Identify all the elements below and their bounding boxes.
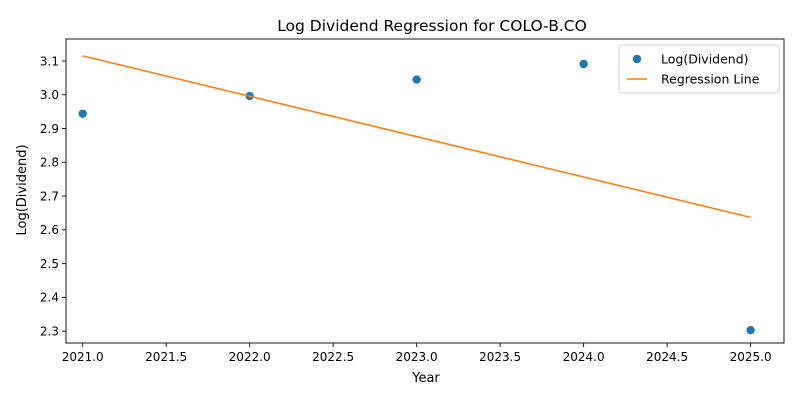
x-tick-label: 2024.0 — [563, 350, 605, 364]
x-tick-label: 2021.0 — [62, 350, 104, 364]
y-tick-label: 2.3 — [40, 324, 59, 338]
data-point — [78, 109, 87, 118]
y-tick-label: 3.0 — [40, 88, 59, 102]
y-tick-label: 2.4 — [40, 291, 59, 305]
y-tick-label: 2.9 — [40, 122, 59, 136]
data-point — [412, 75, 421, 84]
x-tick-label: 2022.0 — [229, 350, 271, 364]
data-point — [579, 59, 588, 69]
x-tick-label: 2023.5 — [479, 350, 521, 364]
legend-entry-label: Log(Dividend) — [661, 51, 749, 66]
y-tick-label: 2.5 — [40, 257, 59, 271]
x-tick-label: 2022.5 — [312, 350, 354, 364]
legend-box — [618, 44, 780, 94]
x-tick-label: 2021.5 — [145, 350, 187, 364]
y-tick-label: 2.8 — [40, 156, 59, 170]
y-axis-label: Log(Dividend) — [15, 144, 30, 235]
x-axis-label: Year — [411, 371, 440, 386]
y-tick-label: 2.7 — [40, 189, 59, 203]
x-tick-label: 2025.0 — [730, 350, 772, 364]
chart-title: Log Dividend Regression for COLO-B.CO — [277, 17, 587, 35]
plot-area: 2021.0 2021.5 2022.0 2022.5 2023.0 2023.5 2024… — [40, 38, 785, 364]
y-tick-label: 2.6 — [40, 223, 59, 237]
legend: Log(Dividend) Regression Line — [618, 44, 780, 94]
axes-frame — [65, 38, 785, 344]
x-tick-label: 2024.5 — [646, 350, 688, 364]
data-point — [746, 325, 755, 335]
regression-line — [82, 55, 751, 219]
x-tick-label: 2023.0 — [396, 350, 438, 364]
y-tick-label: 3.1 — [40, 54, 59, 68]
legend-marker-swatch — [632, 54, 642, 64]
legend-entry-label: Regression Line — [661, 71, 760, 86]
